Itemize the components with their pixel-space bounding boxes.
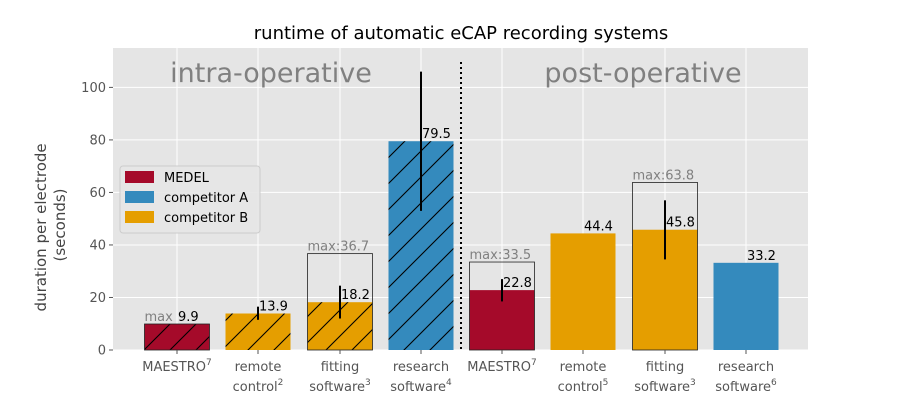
- x-tick-label-line-2: control5: [558, 378, 609, 395]
- x-tick-label-line-1: remote: [235, 360, 282, 375]
- value-label: 13.9: [259, 299, 288, 314]
- y-tick-label: 0: [98, 344, 106, 359]
- section-labels: intra-operative post-operative: [170, 58, 742, 350]
- legend-swatch: [125, 211, 154, 223]
- y-tick-label: 20: [89, 291, 106, 306]
- x-tick-label-text: MAESTRO: [467, 360, 531, 375]
- max-label: max:33.5: [470, 248, 532, 263]
- x-tick-label: fitting software3: [634, 360, 696, 395]
- x-tick-label-superscript: 7: [531, 358, 537, 368]
- y-tick-label: 40: [89, 238, 106, 253]
- x-tick-label-line-2: software4: [390, 378, 452, 395]
- max-label: max:36.7: [308, 240, 370, 255]
- x-tick-label-line-2: software3: [634, 378, 696, 395]
- section-label-2: post-operative: [544, 58, 741, 89]
- x-tick-label-line-1: fitting: [646, 360, 685, 375]
- bars: [144, 141, 779, 350]
- bar: [550, 233, 616, 350]
- x-tick-label-superscript: 3: [365, 378, 371, 388]
- value-label: 18.2: [341, 288, 370, 303]
- x-tick-label-text-2: control: [558, 380, 603, 395]
- x-tick-label-text: remote: [560, 360, 607, 375]
- chart-title: runtime of automatic eCAP recording syst…: [254, 23, 668, 44]
- x-tick-label-superscript: 6: [771, 378, 777, 388]
- value-label: 79.5: [422, 127, 451, 142]
- x-tick-label-line-1: research: [393, 360, 449, 375]
- x-tick-label-text-2: software: [634, 380, 690, 395]
- x-tick-label-text: MAESTRO: [142, 360, 206, 375]
- value-label: 45.8: [666, 216, 695, 231]
- max-label: max:63.8: [633, 168, 695, 183]
- bar-hatch: [144, 324, 210, 350]
- section-label-1: intra-operative: [170, 58, 372, 89]
- y-axis-label: duration per electrode (seconds): [32, 139, 69, 312]
- legend-swatch: [125, 191, 154, 203]
- x-tick-label-superscript: 4: [446, 378, 452, 388]
- x-tick-label-superscript: 2: [278, 378, 284, 388]
- value-label: 33.2: [747, 249, 776, 264]
- x-tick-label-text-2: software: [390, 380, 446, 395]
- legend-label: competitor A: [164, 191, 248, 206]
- x-tick-label-superscript: 5: [603, 378, 609, 388]
- max-label: max: [145, 310, 174, 325]
- legend-box: [119, 165, 261, 234]
- x-tick-label-line-1: MAESTRO7: [467, 358, 537, 375]
- y-axis-label-line-2: (seconds): [51, 188, 69, 261]
- x-tick-label-line-1: research: [718, 360, 774, 375]
- x-tick-label: research software4: [390, 360, 452, 395]
- x-tick-label: fitting software3: [309, 360, 371, 395]
- x-tick-label-superscript: 3: [690, 378, 696, 388]
- x-tick-label: remote control5: [558, 360, 609, 395]
- x-tick-label-line-2: software6: [715, 378, 777, 395]
- y-tick-label: 80: [89, 133, 106, 148]
- legend-swatch: [125, 171, 154, 183]
- x-tick-label-text: research: [718, 360, 774, 375]
- y-tick-label: 100: [81, 81, 106, 96]
- x-tick-label-line-1: fitting: [321, 360, 360, 375]
- x-tick-label: MAESTRO7: [467, 358, 537, 375]
- x-tick-label: research software6: [715, 360, 777, 395]
- x-tick-label-line-2: control2: [233, 378, 284, 395]
- y-axis-label-line-1: duration per electrode: [32, 143, 50, 311]
- x-tick-label-text: fitting: [321, 360, 360, 375]
- value-label: 22.8: [503, 276, 532, 291]
- legend-label: MEDEL: [164, 171, 210, 186]
- x-tick-label: MAESTRO7: [142, 358, 212, 375]
- legend-label: competitor B: [164, 211, 248, 226]
- legend: MEDEL competitor A competitor B: [119, 165, 261, 234]
- x-tick-label-text: research: [393, 360, 449, 375]
- x-tick-label-text-2: control: [233, 380, 278, 395]
- y-tick-label: 60: [89, 186, 106, 201]
- x-tick-label-line-2: software3: [309, 378, 371, 395]
- x-tick-label-superscript: 7: [206, 358, 212, 368]
- x-tick-label-text-2: software: [715, 380, 771, 395]
- x-tick-label: remote control2: [233, 360, 284, 395]
- x-tick-label-text-2: software: [309, 380, 365, 395]
- bar: [713, 262, 779, 350]
- value-label: 9.9: [178, 310, 199, 325]
- x-tick-label-text: remote: [235, 360, 282, 375]
- x-tick-label-line-1: remote: [560, 360, 607, 375]
- x-tick-label-line-1: MAESTRO7: [142, 358, 212, 375]
- x-tick-label-text: fitting: [646, 360, 685, 375]
- value-label: 44.4: [584, 219, 613, 234]
